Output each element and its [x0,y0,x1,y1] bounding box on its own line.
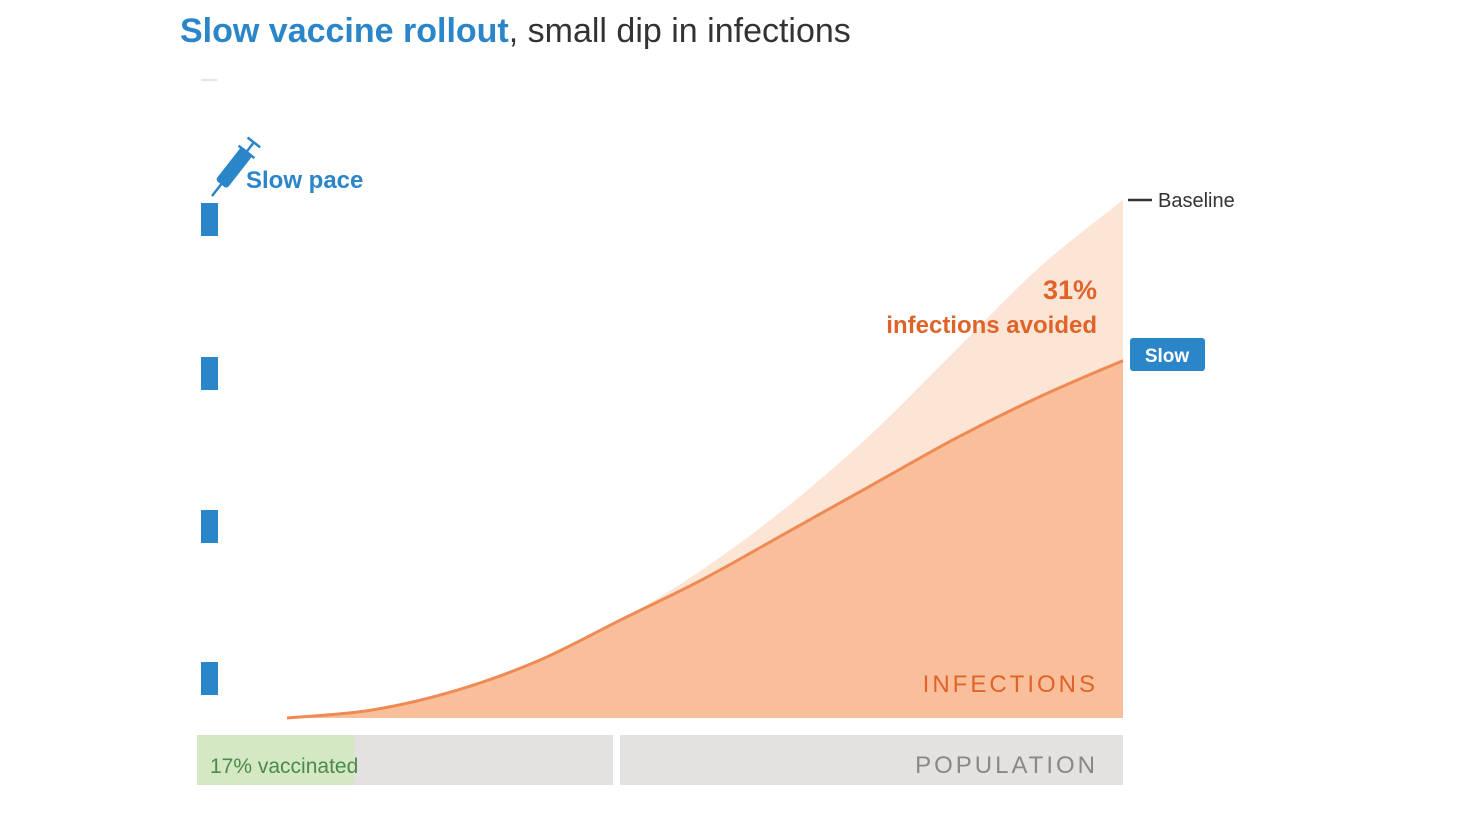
pace-tick [201,203,218,236]
vaccinated-label: 17% vaccinated [210,755,358,778]
vaccinated-bar [197,735,355,785]
title-accent: Slow vaccine rollout [180,12,509,50]
slow-tag [1130,338,1205,371]
pace-tick [201,510,218,543]
chart-title: Slow vaccine rollout, small dip in infec… [180,12,851,50]
slow-line [286,359,1124,720]
slow-tag-label: Slow [1145,346,1190,367]
pace-tick [201,357,218,390]
pace-tick [201,662,218,695]
pace-ticks [201,203,218,695]
population-bar-right [620,735,1123,785]
pace-label: Slow pace [246,167,363,194]
avoided-label: infections avoided [886,312,1097,339]
baseline-label: Baseline [1158,190,1235,212]
percent-label: 31% [1043,275,1097,305]
infections-label: INFECTIONS [923,671,1098,698]
title-rest: , small dip in infections [509,12,851,50]
syringe-icon [211,136,261,197]
population-label: POPULATION [915,752,1098,779]
slow-area [287,360,1123,718]
